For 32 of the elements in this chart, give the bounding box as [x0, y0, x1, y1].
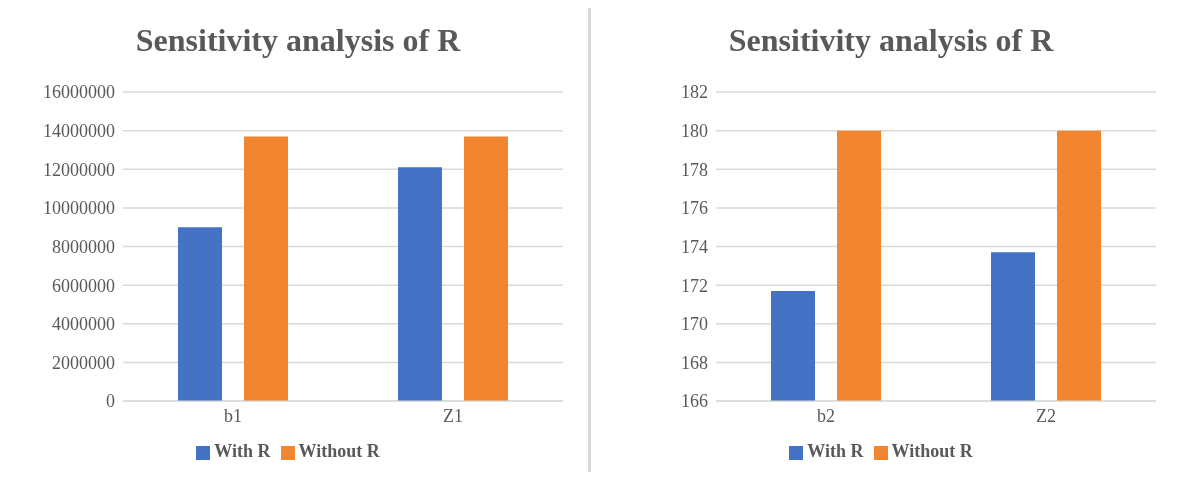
y-tick-label: 172 [681, 275, 708, 296]
y-tick-label: 6000000 [52, 275, 115, 296]
y-tick-label: 174 [681, 236, 708, 257]
y-tick-label: 182 [681, 82, 708, 103]
y-tick-label: 10000000 [43, 198, 115, 219]
y-tick-label: 8000000 [52, 236, 115, 257]
chart-title: Sensitivity analysis of R [135, 22, 461, 60]
x-tick-label: Z2 [1036, 405, 1056, 426]
y-tick-label: 166 [681, 391, 708, 412]
x-tick-label: b2 [817, 405, 835, 426]
bar [244, 136, 288, 401]
y-tick-label: 12000000 [43, 159, 115, 180]
bar [464, 136, 508, 401]
chart-title: Sensitivity analysis of R [728, 22, 1054, 60]
x-tick-label: b1 [224, 405, 242, 426]
bar [178, 227, 222, 401]
x-tick-label: Z1 [443, 405, 463, 426]
y-tick-label: 16000000 [43, 82, 115, 103]
legend-label: Without R [298, 441, 380, 461]
y-tick-label: 168 [681, 352, 708, 373]
bar [398, 167, 442, 401]
y-tick-label: 170 [681, 314, 708, 335]
y-tick-label: 176 [681, 198, 708, 219]
y-tick-label: 178 [681, 159, 708, 180]
y-tick-label: 180 [681, 121, 708, 142]
y-tick-label: 0 [106, 391, 115, 412]
y-tick-label: 2000000 [52, 352, 115, 373]
y-tick-label: 4000000 [52, 314, 115, 335]
legend-label: With R [214, 441, 271, 461]
legend-label: Without R [891, 441, 973, 461]
y-tick-label: 14000000 [43, 121, 115, 142]
legend-label: With R [807, 441, 864, 461]
